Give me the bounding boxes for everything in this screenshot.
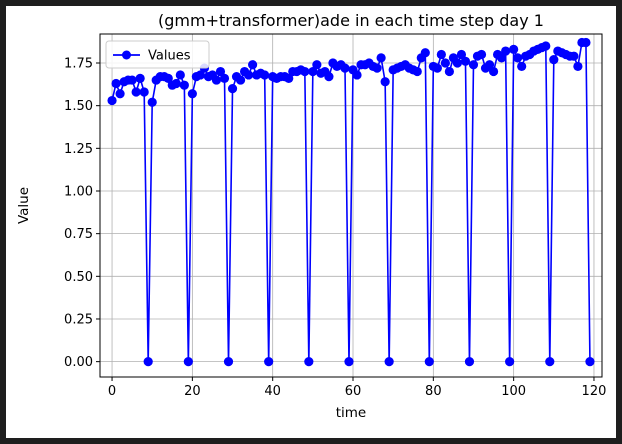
data-point [195,70,205,80]
data-point [284,73,294,83]
legend: Values [105,40,210,69]
data-point [171,78,181,89]
data-point [115,89,125,99]
data-point [432,63,442,73]
data-point [300,66,310,77]
data-point [460,56,471,66]
data-point [260,70,270,80]
data-point [248,60,258,70]
data-point [444,66,454,77]
data-point [541,41,551,51]
data-point [549,55,559,65]
x-axis-label: time [336,405,367,421]
data-point [509,44,519,54]
y-tick-label: 0.25 [64,312,93,327]
data-point [107,95,117,106]
data-point [545,357,555,367]
data-point [376,53,386,63]
data-point [456,49,467,60]
line-chart: 0 20 40 60 80 100 120 0.00 0.25 0.50 0.75 1.00 1.25 1… [16,11,606,421]
data-point [573,61,583,72]
y-tick-label: 1.25 [64,142,93,157]
data-point [440,58,450,68]
data-point [513,53,523,63]
data-point [211,75,222,85]
y-tick-label: 1.50 [64,99,93,114]
data-point [505,357,515,367]
data-point [135,73,145,83]
data-point [569,51,579,61]
legend-box [105,40,210,69]
data-point [143,357,153,367]
data-point [175,70,185,80]
chart-figure: 0 20 40 60 80 100 120 0.00 0.25 0.50 0.75 1.00 1.25 1… [6,6,616,438]
data-point [581,37,591,48]
data-point [517,61,527,72]
axis-ticks: 0 20 40 60 80 100 120 0.00 0.25 0.50 0.75 1.00 1.25 1… [64,57,606,399]
data-point [304,357,314,367]
data-point [187,89,197,99]
data-point [131,87,141,97]
data-point [476,49,487,60]
x-tick-label: 60 [345,384,362,399]
x-tick-label: 0 [108,384,116,399]
x-tick-label: 80 [425,384,442,399]
data-point [163,73,173,83]
data-point [235,75,246,85]
data-point [219,73,230,83]
data-point [412,66,422,77]
data-point [488,66,499,77]
data-point [497,53,507,63]
y-axis-label: Value [16,187,32,224]
x-tick-label: 100 [501,384,526,399]
y-tick-label: 1.00 [64,184,93,199]
series-line [111,41,591,363]
data-point [585,357,595,367]
data-point [264,357,274,367]
data-point [484,60,495,70]
plot-area-border [99,33,603,378]
y-tick-label: 0.00 [64,355,93,370]
data-point [468,60,479,70]
data-point [147,97,157,107]
data-point [380,77,390,87]
legend-entry-values: Values [148,49,191,64]
x-tick-label: 20 [184,384,201,399]
data-point [223,357,234,367]
data-point [420,48,430,58]
data-point [227,84,238,94]
data-point [464,357,475,367]
data-point [452,58,463,68]
data-point [372,63,382,73]
y-tick-label: 0.75 [64,227,93,242]
x-tick-label: 40 [264,384,281,399]
series-values [107,37,595,367]
chart-title: (gmm+transformer)ade in each time step d… [158,11,544,30]
data-point [127,75,137,85]
data-point [215,66,226,77]
y-tick-label: 0.50 [64,270,93,285]
data-point [243,70,254,80]
data-point [344,357,354,367]
data-point [324,72,334,82]
data-point [312,60,322,70]
data-point [352,70,362,80]
data-point [384,357,394,367]
x-tick-label: 120 [582,384,607,399]
data-point [340,63,350,73]
data-point [183,357,193,367]
legend-marker-sample [122,50,131,60]
data-point [139,87,149,97]
data-point [424,357,434,367]
data-point [501,46,511,56]
data-point [111,78,121,89]
data-point [436,49,446,60]
data-point [308,66,318,77]
data-point [179,80,189,90]
y-tick-label: 1.75 [64,57,93,72]
